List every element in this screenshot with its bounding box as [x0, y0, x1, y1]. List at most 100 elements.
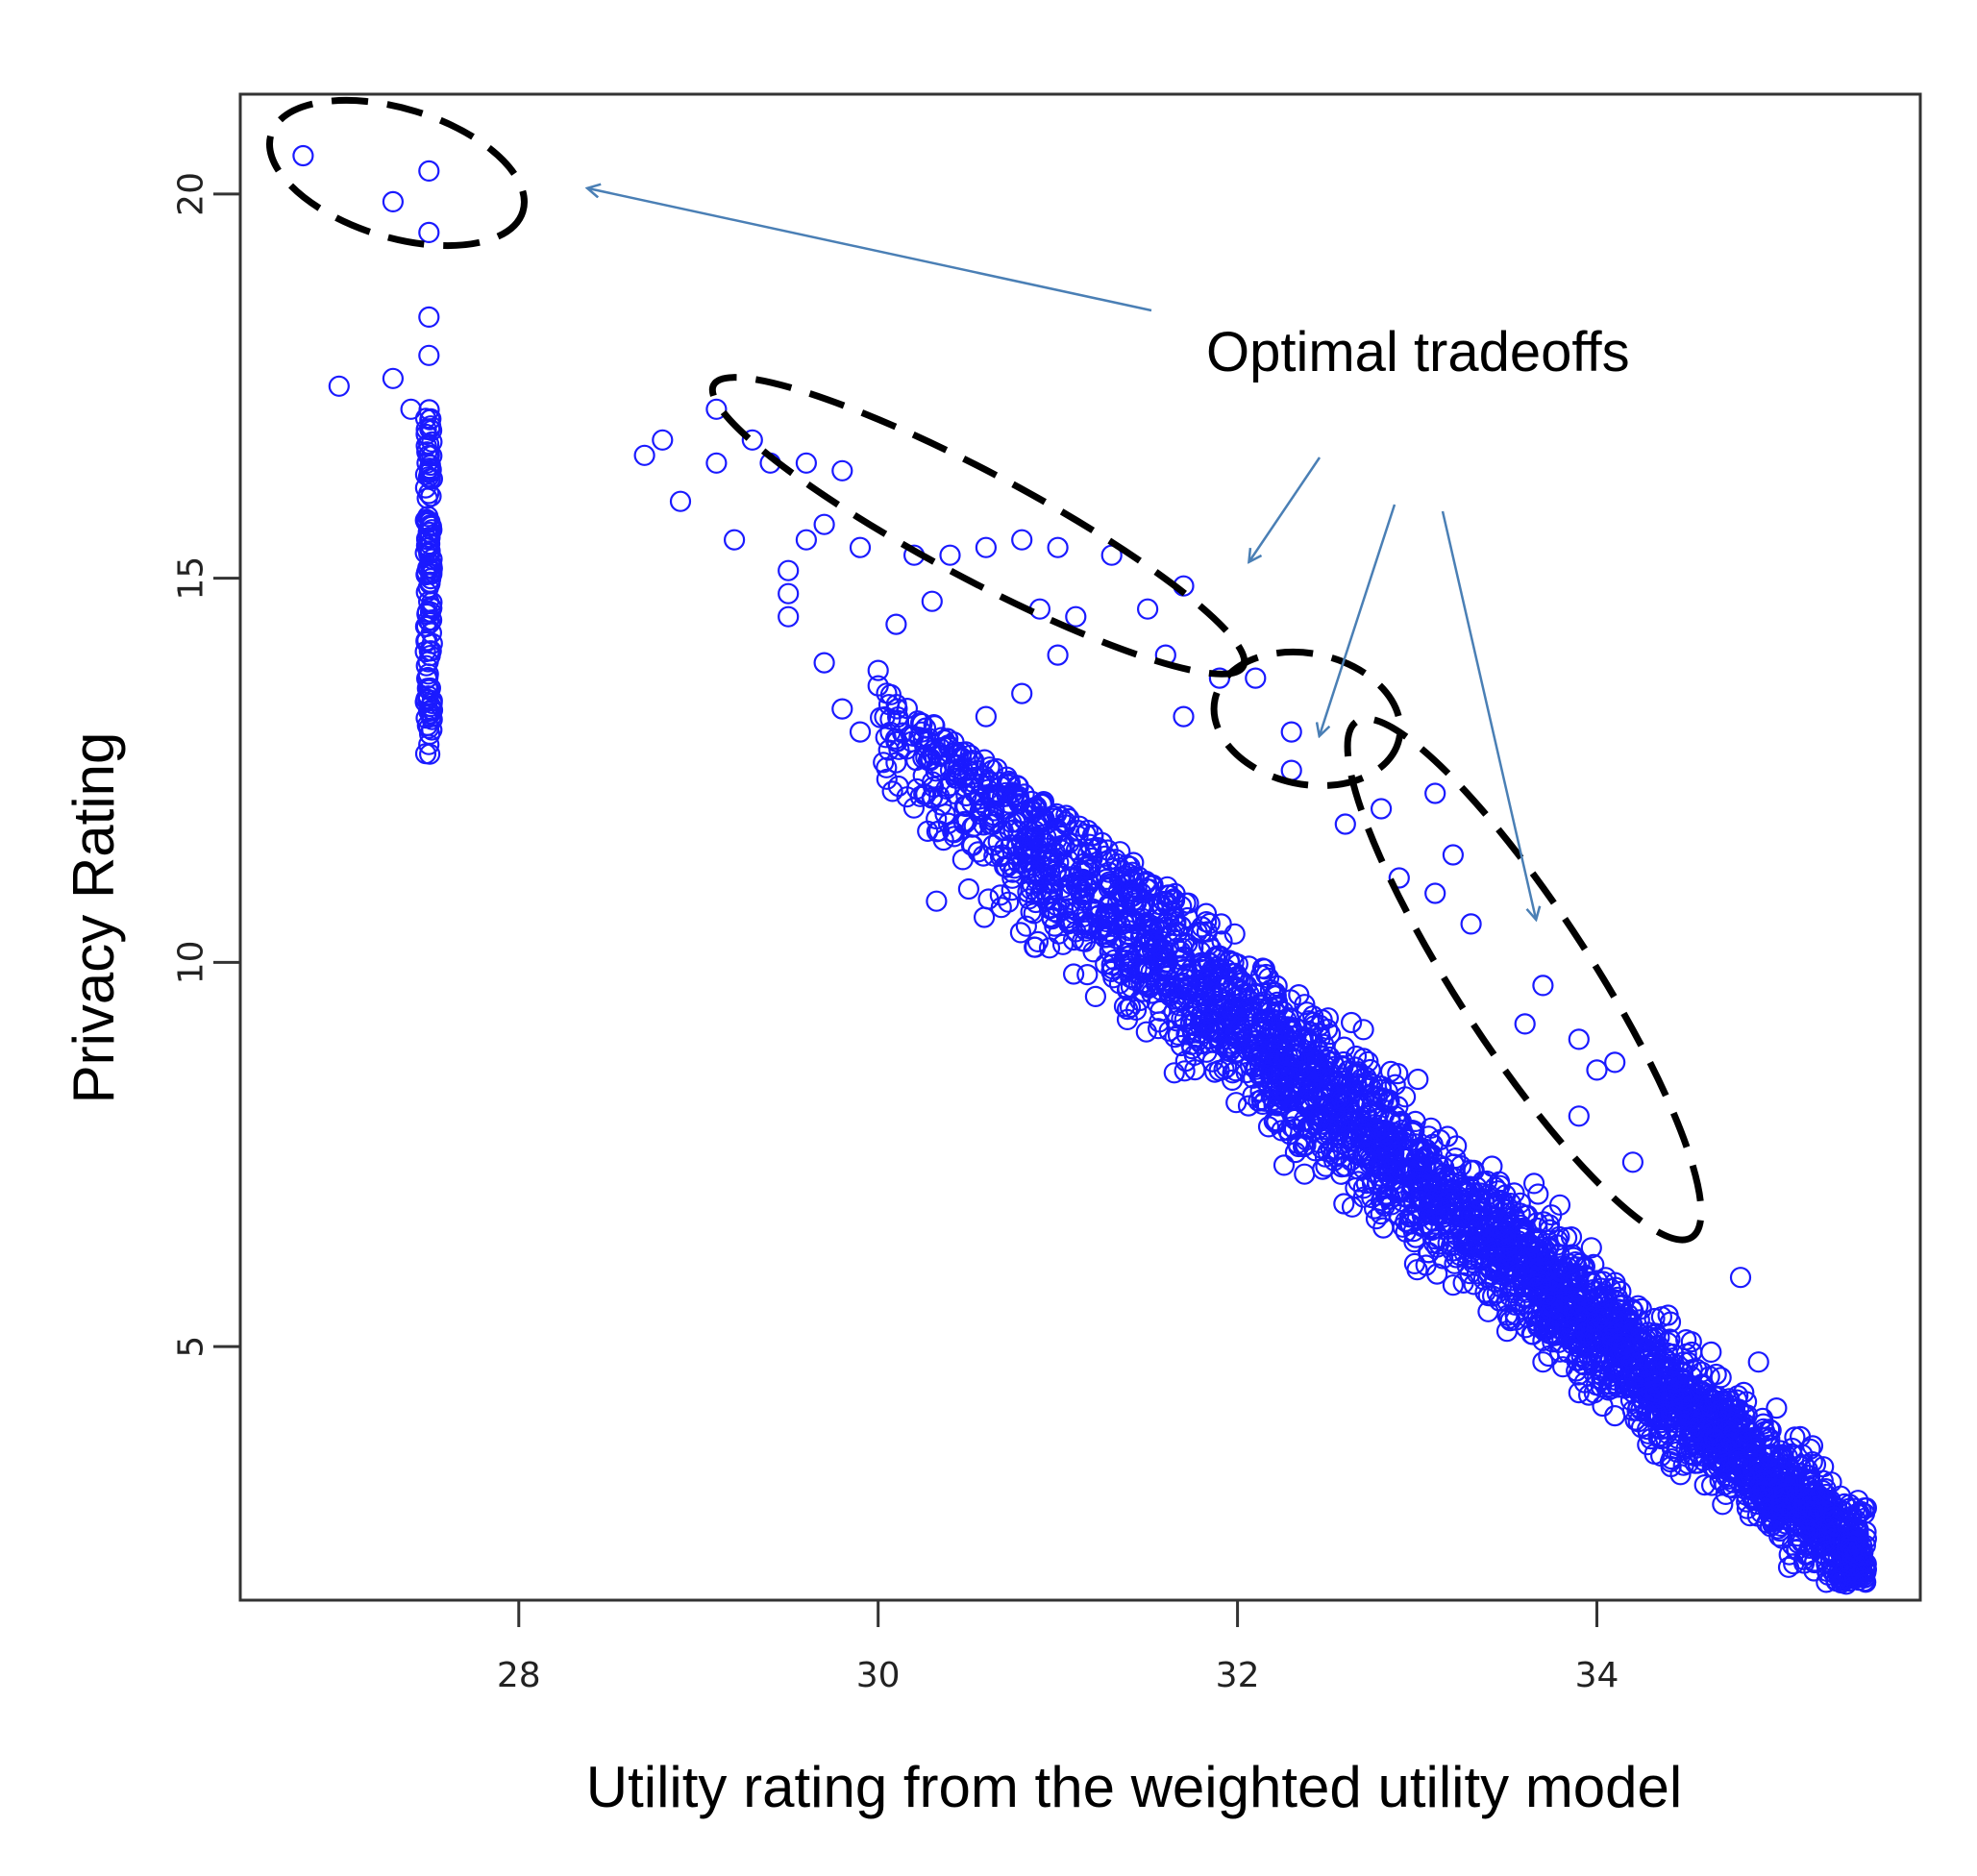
data-point	[1152, 947, 1174, 969]
data-point	[1223, 997, 1246, 1019]
data-point	[418, 543, 440, 565]
data-point	[1439, 1172, 1461, 1195]
data-point	[1046, 802, 1068, 825]
data-point	[420, 485, 442, 507]
data-point	[1173, 705, 1195, 728]
data-point	[1224, 962, 1247, 984]
data-point	[1609, 1299, 1631, 1321]
data-point	[1463, 1273, 1485, 1296]
data-point	[1627, 1369, 1650, 1391]
data-point	[1357, 1050, 1379, 1073]
data-point	[1634, 1356, 1656, 1378]
data-point	[1098, 861, 1120, 883]
data-point	[1621, 1151, 1644, 1173]
data-point	[1522, 1172, 1545, 1195]
data-point	[414, 691, 436, 713]
data-point	[418, 160, 440, 182]
data-point	[1568, 1105, 1590, 1127]
data-point	[1763, 1477, 1785, 1499]
data-point	[292, 144, 314, 167]
data-point	[1399, 1213, 1421, 1235]
data-point	[987, 830, 1009, 852]
data-point	[1842, 1523, 1865, 1545]
data-point	[921, 590, 943, 612]
data-point	[1729, 1267, 1752, 1289]
data-point	[873, 752, 895, 774]
tradeoff-ellipse-lower-right	[1344, 715, 1705, 1244]
tradeoff-ellipse-middle	[1210, 648, 1404, 790]
data-point	[1457, 1229, 1480, 1251]
data-point	[1350, 1108, 1372, 1131]
data-point	[1174, 1049, 1197, 1073]
data-point	[876, 682, 898, 704]
data-point	[1528, 1244, 1550, 1266]
data-point	[420, 640, 442, 662]
data-point	[831, 698, 853, 720]
data-point	[1555, 1226, 1578, 1249]
data-point	[1076, 963, 1099, 986]
data-point	[813, 513, 835, 535]
y-tick-label: 10	[172, 941, 211, 985]
data-point	[418, 306, 440, 328]
data-point	[778, 582, 800, 605]
data-point	[652, 429, 674, 451]
data-point	[1333, 1193, 1355, 1215]
data-point	[1444, 1252, 1466, 1274]
data-point	[1649, 1444, 1672, 1468]
data-point	[924, 714, 946, 737]
data-point	[1853, 1502, 1876, 1524]
data-point	[1765, 1467, 1788, 1490]
data-point	[912, 764, 934, 787]
data-point	[741, 429, 763, 451]
data-point	[1372, 1217, 1395, 1239]
data-point	[382, 367, 404, 389]
data-point	[1347, 1171, 1370, 1193]
data-point	[1208, 667, 1231, 689]
data-point	[988, 771, 1011, 793]
data-point	[1771, 1527, 1793, 1549]
data-point	[1017, 857, 1040, 879]
data-point	[1770, 1499, 1792, 1521]
data-point	[1494, 1198, 1516, 1221]
data-point	[1250, 1063, 1273, 1085]
data-point	[1163, 1062, 1185, 1084]
arrow-to-lower-right	[1441, 510, 1536, 919]
data-point	[1424, 882, 1446, 904]
data-point	[1442, 844, 1465, 866]
data-point	[1499, 1222, 1521, 1245]
data-point	[1604, 1404, 1626, 1427]
data-point	[1545, 1322, 1567, 1345]
data-point	[952, 765, 975, 787]
data-point	[1615, 1333, 1637, 1356]
data-point	[1404, 1110, 1426, 1133]
data-point	[1072, 929, 1094, 952]
data-point	[1586, 1059, 1608, 1081]
data-point	[1527, 1249, 1550, 1271]
data-point	[1198, 969, 1220, 991]
data-point	[1671, 1396, 1693, 1419]
data-point	[1251, 1093, 1273, 1116]
data-point	[1829, 1485, 1852, 1507]
data-point	[1604, 1051, 1626, 1074]
data-point	[1276, 1045, 1298, 1067]
data-point	[1156, 884, 1179, 906]
data-point	[981, 759, 1003, 781]
data-point	[1230, 999, 1252, 1021]
data-point	[795, 529, 818, 551]
data-point	[1785, 1465, 1808, 1487]
data-point	[1529, 1307, 1552, 1330]
data-point	[1045, 863, 1067, 885]
data-point	[1484, 1241, 1506, 1263]
data-point	[1345, 1045, 1368, 1068]
data-point	[1310, 1113, 1332, 1135]
data-point	[1334, 813, 1356, 835]
data-point	[1503, 1273, 1525, 1296]
data-point	[1280, 721, 1302, 743]
data-point	[1341, 1078, 1363, 1101]
data-point	[1670, 1388, 1693, 1410]
data-point	[1342, 1126, 1364, 1149]
y-axis-title: Privacy Rating	[62, 732, 126, 1104]
data-point	[1580, 1271, 1603, 1294]
data-point	[1766, 1396, 1788, 1419]
